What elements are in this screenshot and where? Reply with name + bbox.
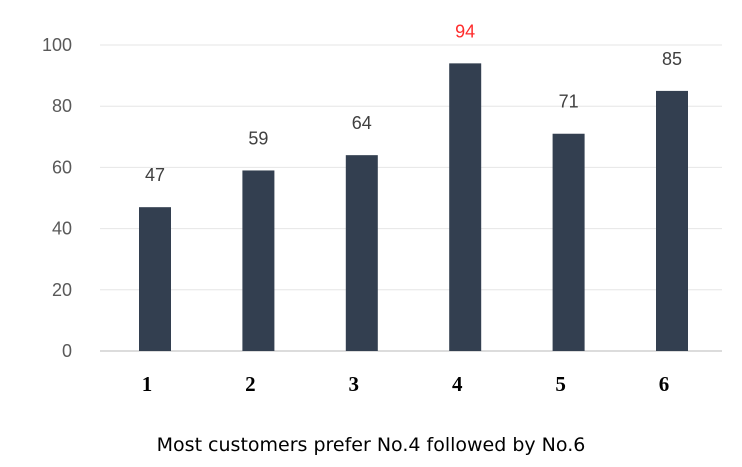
y-tick-label: 0 <box>62 341 72 361</box>
bar-2 <box>242 170 275 351</box>
x-tick-label-4: 4 <box>452 372 463 396</box>
gridlines <box>100 44 722 352</box>
y-tick-label: 60 <box>52 157 72 177</box>
x-tick-label-6: 6 <box>659 372 670 396</box>
data-label-4: 94 <box>455 21 475 41</box>
bar-3 <box>345 155 378 351</box>
x-tick-label-3: 3 <box>349 372 360 396</box>
y-tick-label: 40 <box>52 219 72 239</box>
y-tick-label: 80 <box>52 96 72 116</box>
data-label-1: 47 <box>145 165 165 185</box>
bar-6 <box>656 90 688 352</box>
data-label-2: 59 <box>248 128 268 148</box>
bar-4 <box>449 63 482 352</box>
y-tick-label: 20 <box>52 280 72 300</box>
bar-1 <box>139 207 171 351</box>
chart-caption: Most customers prefer No.4 followed by N… <box>156 434 586 456</box>
data-label-6: 85 <box>662 49 682 69</box>
x-tick-label-2: 2 <box>245 372 256 396</box>
y-axis: 0 20 40 60 80 100 <box>42 35 72 361</box>
data-labels: 47 59 64 94 71 85 <box>145 21 682 185</box>
x-tick-label-5: 5 <box>555 372 566 396</box>
data-label-3: 64 <box>352 113 372 133</box>
bars <box>139 63 688 352</box>
x-tick-label-1: 1 <box>142 372 153 396</box>
data-label-5: 71 <box>559 92 579 112</box>
y-tick-label: 100 <box>42 35 72 55</box>
bar-5 <box>552 133 585 351</box>
x-axis: 1 2 3 4 5 6 <box>142 372 670 396</box>
